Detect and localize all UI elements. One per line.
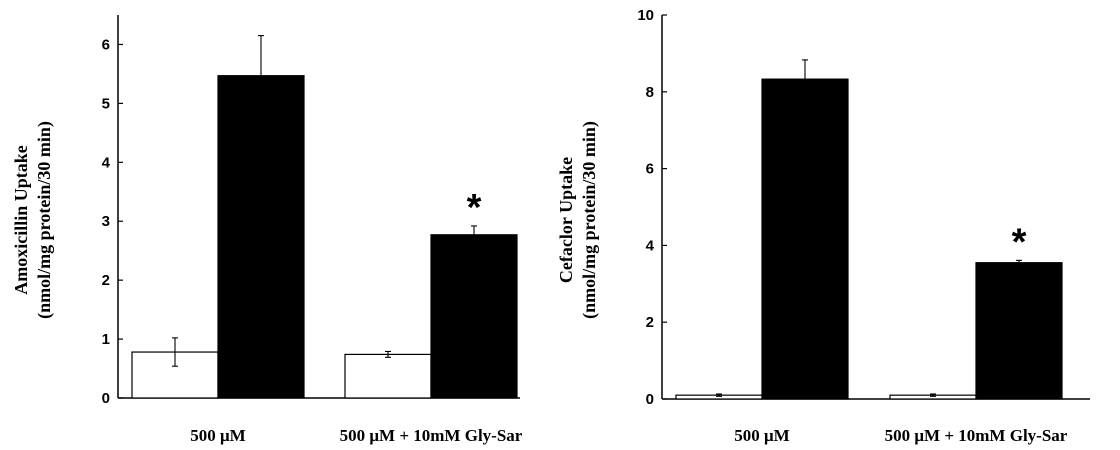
y-tick-label: 6	[102, 36, 110, 53]
y-tick-label: 0	[646, 391, 654, 408]
cefaclor-uptake-chart: Cefaclor Uptake (nmol/mg protein/30 min)…	[556, 7, 1090, 445]
y-axis-label-line2: (nmol/mg protein/30 min)	[34, 121, 55, 319]
y-tick-label: 8	[646, 84, 654, 101]
bar	[430, 234, 518, 399]
y-tick-label: 0	[102, 390, 110, 407]
y-axis-label-line1: Amoxicillin Uptake	[11, 145, 31, 295]
bar	[344, 353, 432, 399]
y-tick-label: 3	[102, 213, 110, 230]
significance-asterisk: *	[1012, 221, 1027, 263]
y-tick-label: 2	[646, 314, 654, 331]
x-category-label: 500 μM	[190, 426, 245, 445]
x-category-label: 500 μM + 10mM Gly-Sar	[885, 426, 1068, 445]
y-axis-label-line2: (nmol/mg protein/30 min)	[579, 121, 600, 319]
bar	[761, 78, 849, 400]
y-tick-label: 5	[102, 95, 110, 112]
amoxicillin-uptake-chart: Amoxicillin Uptake (nmol/mg protein/30 m…	[11, 15, 523, 445]
x-category-label: 500 μM + 10mM Gly-Sar	[340, 426, 523, 445]
y-tick-label: 1	[102, 331, 110, 348]
significance-asterisk: *	[467, 187, 482, 229]
y-tick-label: 4	[646, 237, 655, 254]
y-axis-label-line1: Cefaclor Uptake	[556, 157, 576, 283]
x-category-label: 500 μM	[734, 426, 789, 445]
bar	[975, 262, 1063, 400]
y-tick-label: 2	[102, 272, 110, 289]
y-tick-label: 6	[646, 161, 654, 178]
y-tick-label: 10	[637, 7, 654, 24]
bar	[217, 75, 305, 399]
y-tick-label: 4	[102, 154, 111, 171]
